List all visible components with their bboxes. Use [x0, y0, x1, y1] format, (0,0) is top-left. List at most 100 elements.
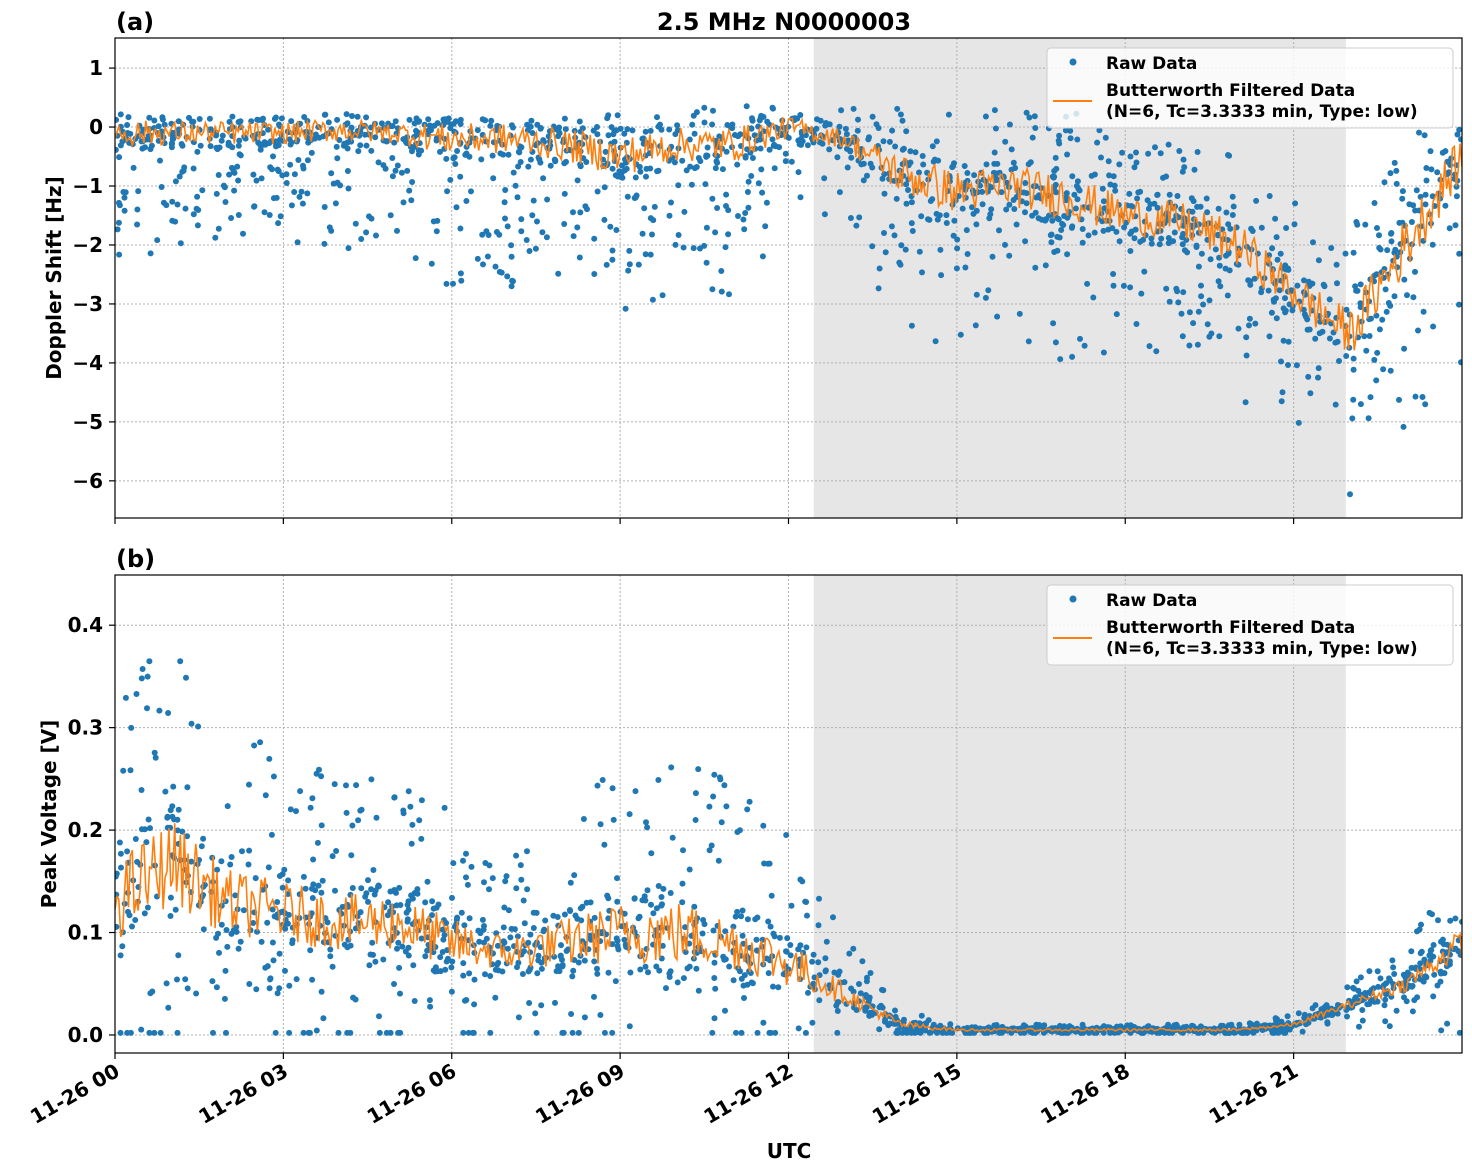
raw-data-point	[408, 892, 415, 899]
y-tick-label: 0	[89, 115, 103, 139]
raw-data-point	[552, 999, 558, 1006]
raw-data-point	[118, 864, 124, 871]
raw-data-point	[650, 910, 657, 917]
raw-data-point	[574, 177, 581, 184]
raw-data-point	[657, 121, 663, 128]
raw-data-point	[309, 885, 315, 892]
raw-data-point	[1385, 300, 1392, 306]
raw-data-point	[358, 885, 365, 892]
raw-data-point	[449, 958, 456, 965]
raw-data-point	[352, 996, 359, 1003]
raw-data-point	[843, 131, 850, 138]
raw-data-point	[873, 121, 880, 128]
raw-data-point	[302, 885, 309, 892]
raw-data-point	[1064, 251, 1071, 258]
raw-data-point	[157, 157, 163, 164]
raw-data-point	[127, 767, 134, 774]
raw-data-point	[264, 919, 271, 926]
raw-data-point	[703, 152, 710, 159]
raw-data-point	[206, 115, 213, 122]
raw-data-point	[836, 123, 843, 130]
raw-data-point	[722, 928, 729, 935]
raw-data-point	[719, 166, 726, 173]
raw-data-point	[1194, 341, 1201, 348]
raw-data-point	[626, 261, 633, 268]
raw-data-point	[1156, 241, 1163, 248]
raw-data-point	[182, 205, 189, 212]
raw-data-point	[183, 674, 189, 681]
raw-data-point	[332, 887, 338, 894]
raw-data-point	[115, 873, 119, 880]
raw-data-point	[858, 161, 865, 168]
raw-data-point	[711, 771, 718, 778]
raw-data-point	[1198, 250, 1205, 257]
raw-data-point	[556, 968, 563, 975]
y-tick-label: −5	[72, 410, 103, 434]
raw-data-point	[541, 926, 548, 933]
raw-data-point	[1278, 398, 1285, 405]
raw-data-point	[289, 940, 296, 947]
raw-data-point	[908, 322, 915, 329]
raw-data-point	[301, 114, 308, 120]
raw-data-point	[850, 105, 857, 112]
raw-data-point	[998, 189, 1005, 196]
raw-data-point	[642, 963, 649, 970]
raw-data-point	[908, 199, 915, 206]
raw-data-point	[660, 885, 667, 892]
raw-data-point	[637, 966, 644, 973]
raw-data-point	[570, 233, 577, 240]
raw-data-point	[1050, 320, 1057, 327]
raw-data-point	[461, 922, 468, 929]
raw-data-point	[637, 168, 644, 175]
raw-data-point	[1285, 338, 1292, 345]
raw-data-point	[1025, 338, 1032, 345]
raw-data-point	[788, 158, 795, 165]
raw-data-point	[695, 155, 702, 161]
raw-data-point	[1315, 365, 1322, 372]
raw-data-point	[1283, 225, 1290, 231]
raw-data-point	[614, 875, 620, 882]
raw-data-point	[380, 956, 387, 963]
raw-data-point	[343, 111, 350, 118]
raw-data-point	[1437, 968, 1444, 975]
raw-data-point	[1171, 217, 1178, 224]
raw-data-point	[270, 153, 276, 160]
raw-data-point	[148, 142, 155, 149]
raw-data-point	[1266, 252, 1273, 259]
raw-data-point	[170, 783, 177, 790]
raw-data-point	[635, 261, 642, 268]
raw-data-point	[937, 246, 944, 253]
raw-data-point	[1088, 172, 1095, 179]
raw-data-point	[1371, 356, 1378, 363]
raw-data-point	[199, 187, 206, 194]
raw-data-point	[431, 122, 438, 129]
raw-data-point	[197, 142, 204, 149]
raw-data-point	[518, 228, 525, 235]
raw-data-point	[1295, 1010, 1302, 1017]
raw-data-point	[250, 920, 257, 926]
raw-data-point	[709, 286, 716, 293]
raw-data-point	[175, 952, 182, 959]
raw-data-point	[1050, 174, 1057, 181]
raw-data-point	[179, 142, 186, 149]
raw-data-point	[405, 788, 412, 795]
raw-data-point	[129, 923, 135, 930]
raw-data-point	[1438, 1027, 1445, 1034]
raw-data-point	[517, 159, 524, 165]
raw-data-point	[755, 180, 762, 187]
raw-data-point	[1074, 178, 1081, 185]
raw-data-point	[504, 945, 511, 952]
raw-data-point	[1285, 362, 1291, 368]
raw-data-point	[834, 999, 841, 1006]
raw-data-point	[1134, 195, 1141, 202]
raw-data-point	[307, 947, 314, 954]
raw-data-point	[899, 146, 906, 153]
raw-data-point	[1364, 1001, 1371, 1008]
raw-data-point	[1204, 321, 1211, 328]
raw-data-point	[169, 813, 176, 820]
raw-data-point	[645, 969, 651, 976]
raw-data-point	[497, 150, 504, 157]
raw-data-point	[876, 1026, 883, 1033]
raw-data-point	[329, 853, 336, 860]
raw-data-point	[525, 968, 532, 975]
